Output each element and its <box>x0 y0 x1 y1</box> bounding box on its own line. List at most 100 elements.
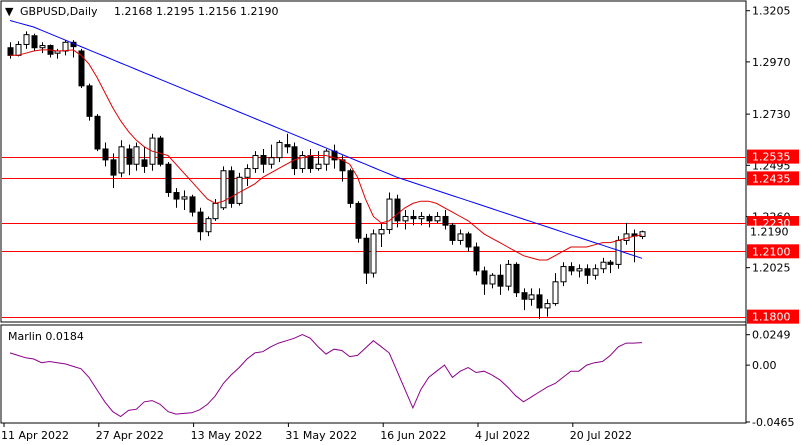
candle-body-bear <box>449 224 456 241</box>
candle-body-bull <box>315 163 322 170</box>
candle <box>355 201 362 243</box>
candle <box>544 299 551 317</box>
candle-body-bull <box>133 146 140 165</box>
candle-body-bull <box>560 266 567 283</box>
time-tick-label: 20 Jul 2022 <box>570 429 632 442</box>
candle-body-bear <box>173 192 180 200</box>
candle-body-bear <box>607 261 614 265</box>
candle-body-bull <box>418 215 425 220</box>
candle-body-bull <box>181 196 188 200</box>
candle-body-bear <box>497 274 504 287</box>
symbol-info: GBPUSD,Daily <box>20 5 98 18</box>
candle <box>521 288 528 311</box>
candle-body-bear <box>465 233 472 248</box>
time-tick-label: 4 Jul 2022 <box>475 429 530 442</box>
candle <box>497 264 504 295</box>
candle <box>268 144 275 169</box>
candle <box>220 166 227 210</box>
candle-body-bull <box>576 268 583 272</box>
candle <box>378 223 385 247</box>
candle-body-bear <box>110 159 117 176</box>
candle-body-bear <box>284 144 291 148</box>
time-tick-label: 11 Apr 2022 <box>1 429 69 442</box>
candle <box>370 229 377 278</box>
candle <box>276 140 283 163</box>
candle <box>481 266 488 295</box>
candle-body-bull <box>244 168 251 178</box>
moving-average-fast-line <box>10 49 643 261</box>
candle-body-bull <box>212 202 219 220</box>
indicator-tick-label: -0.0465 <box>752 416 794 429</box>
candle <box>363 233 370 284</box>
candle <box>552 273 559 306</box>
candle <box>197 207 204 241</box>
candle-body-bear <box>426 215 433 222</box>
indicator-axis-ticks: 0.0249 0.00 -0.0465 <box>746 329 794 429</box>
candle-body-bear <box>355 202 362 239</box>
candle <box>592 264 599 280</box>
price-tick-label: 1.2970 <box>752 56 791 69</box>
candle <box>465 231 472 252</box>
candle-body-bear <box>126 148 133 165</box>
candle-body-bull <box>268 157 275 165</box>
candle-body-bear <box>78 50 85 87</box>
candle-body-bear <box>473 246 480 272</box>
candle <box>449 223 456 245</box>
candle <box>299 151 306 173</box>
candle <box>133 142 140 171</box>
time-axis: 11 Apr 2022 27 Apr 2022 13 May 2022 31 May … <box>1 423 632 442</box>
candle-body-bull <box>489 274 496 285</box>
moving-average-slow-line <box>9 20 643 259</box>
candle-body-bear <box>197 211 204 233</box>
candle <box>505 260 512 291</box>
candle <box>584 264 591 284</box>
candle <box>181 190 188 210</box>
candle-body-bear <box>584 268 591 276</box>
candle-body-bull <box>323 150 330 165</box>
candle-body-bear <box>102 148 109 161</box>
candle-body-bear <box>141 159 148 167</box>
candle-body-bull <box>39 45 46 49</box>
marlin-oscillator-line <box>9 334 643 418</box>
candle <box>347 168 354 208</box>
candle-body-bear <box>481 270 488 285</box>
candle-body-bull <box>600 261 607 270</box>
level-label-text: 1.1800 <box>752 311 791 324</box>
candle-body-bull <box>15 43 22 56</box>
candle-body-bull <box>205 218 212 233</box>
candle <box>260 148 267 173</box>
candle-body-bull <box>62 41 69 52</box>
chart-menu-icon[interactable]: ▼ <box>5 5 14 18</box>
candle <box>434 212 441 224</box>
candle-body-bull <box>23 34 30 45</box>
candle <box>442 209 449 230</box>
candle-body-bull <box>528 294 535 300</box>
candle <box>110 153 117 189</box>
candle <box>118 140 125 178</box>
candle <box>23 31 30 49</box>
candle-body-bull <box>378 229 385 235</box>
candle <box>600 257 607 274</box>
candle <box>560 262 567 287</box>
level-label-box <box>747 309 799 324</box>
level-label-box <box>747 171 799 186</box>
candle-body-bull <box>434 215 441 222</box>
candle <box>252 151 259 173</box>
candle <box>31 33 38 51</box>
candle-body-bull <box>118 146 125 174</box>
candle-body-bear <box>260 155 267 165</box>
candle <box>402 209 409 230</box>
candle-body-bear <box>442 215 449 226</box>
level-label-text: 1.2435 <box>752 172 791 185</box>
indicator-title: Marlin 0.0184 <box>8 330 84 343</box>
candle <box>165 162 172 197</box>
candle-body-bear <box>536 294 543 309</box>
level-label-box <box>747 149 799 164</box>
candle-body-bear <box>165 163 172 194</box>
candle <box>244 164 251 186</box>
candle-body-bull <box>299 155 306 170</box>
ohlc-values: 1.2168 1.2195 1.2156 1.2190 <box>114 5 278 18</box>
candle <box>489 273 496 289</box>
candle <box>457 229 464 245</box>
